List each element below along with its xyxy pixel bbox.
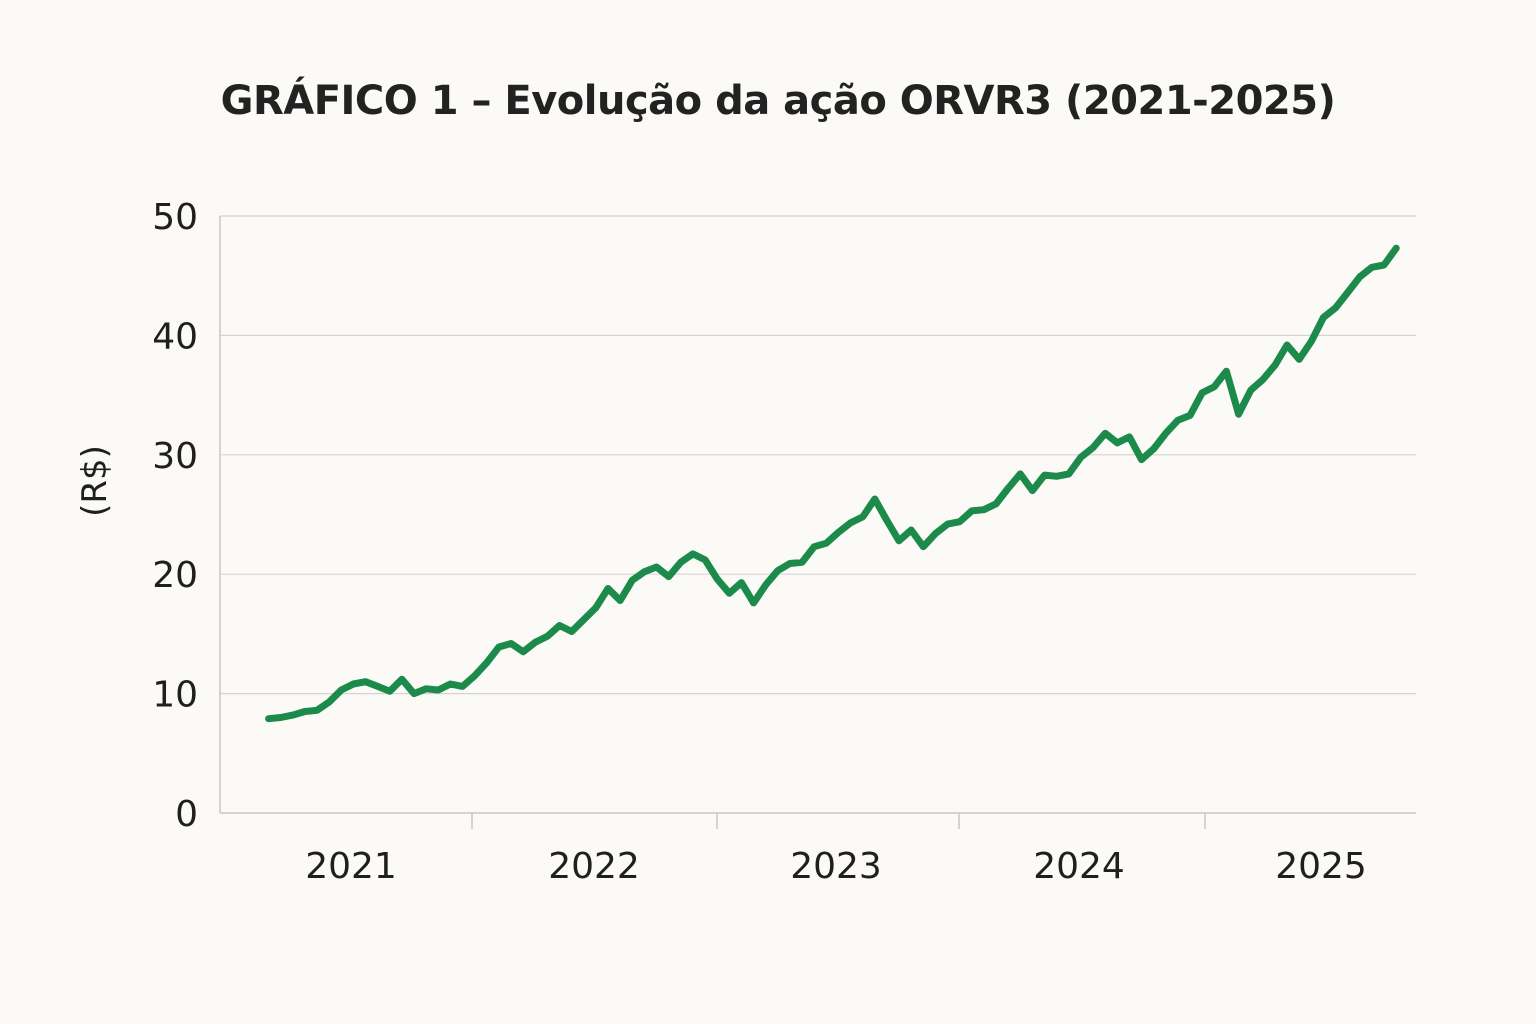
series-line-0 [265, 244, 1400, 723]
x-tick-label-2022: 2022 [548, 846, 640, 887]
x-axis-tick-labels: 2021 2022 2023 2024 2025 [305, 846, 1367, 887]
gridlines [220, 215, 1416, 695]
y-axis-label: (R$) [75, 445, 115, 517]
y-tick-label-20: 20 [152, 555, 198, 596]
y-axis-tick-labels: 0 10 20 30 40 50 [152, 197, 198, 835]
x-axis [219, 216, 1416, 829]
x-tick-label-2024: 2024 [1033, 846, 1125, 887]
y-tick-label-40: 40 [152, 316, 198, 357]
y-tick-label-0: 0 [175, 794, 198, 835]
x-tick-label-2023: 2023 [790, 846, 882, 887]
x-tick-label-2021: 2021 [305, 846, 397, 887]
y-tick-label-30: 30 [152, 436, 198, 477]
y-tick-label-10: 10 [152, 675, 198, 716]
y-tick-label-50: 50 [152, 197, 198, 238]
chart-title: GRÁFICO 1 – Evolução da ação ORVR3 (2021… [220, 78, 1336, 124]
x-tick-label-2025: 2025 [1275, 846, 1367, 887]
series-layer [265, 244, 1400, 723]
